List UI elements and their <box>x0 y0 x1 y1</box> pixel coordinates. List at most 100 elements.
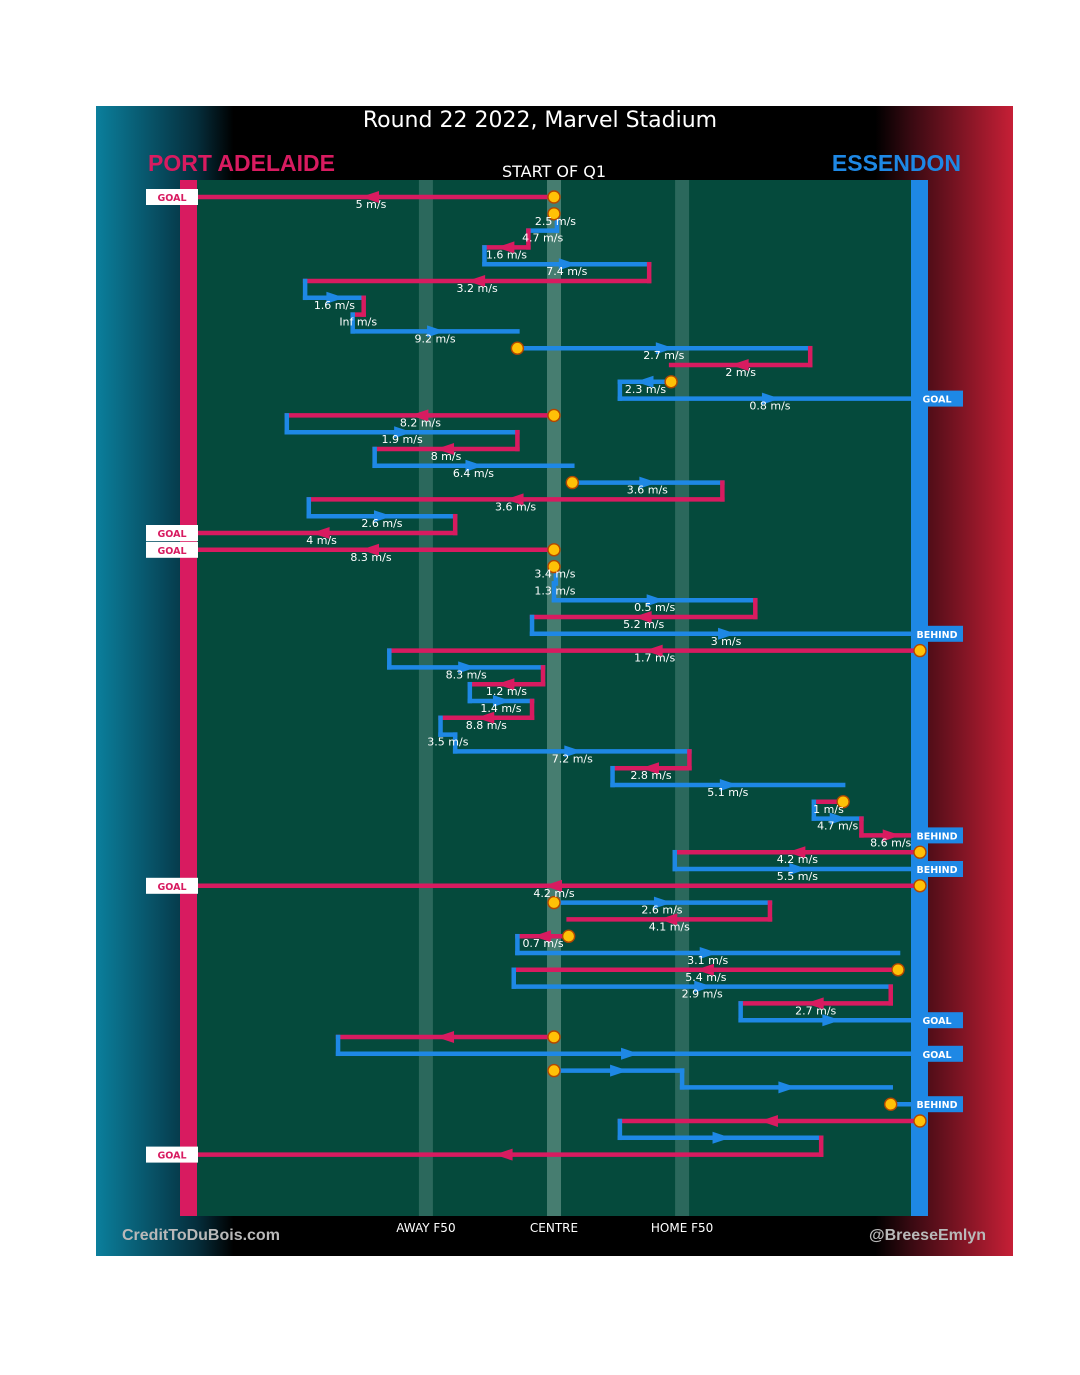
stoppage-marker <box>891 963 905 977</box>
direction-arrow <box>496 678 515 691</box>
speed-label: 1.7 m/s <box>634 652 675 665</box>
direction-arrow <box>822 1014 841 1027</box>
end-badge <box>911 1012 963 1029</box>
speed-label: 3.1 m/s <box>687 954 728 967</box>
reference-band <box>418 180 433 1216</box>
x-tick-label: AWAY F50 <box>396 1221 455 1235</box>
speed-label: 7.2 m/s <box>552 752 593 765</box>
direction-arrow <box>633 611 652 623</box>
speed-label: 1.6 m/s <box>314 299 355 312</box>
end-badge-label: BEHIND <box>916 865 957 876</box>
reference-band <box>675 180 690 1216</box>
direction-arrow <box>787 846 806 859</box>
speed-label: 2.7 m/s <box>643 349 684 362</box>
direction-arrow <box>436 1031 455 1043</box>
direction-arrow <box>759 1115 778 1127</box>
direction-arrow <box>719 779 738 791</box>
speed-label: 2 m/s <box>725 366 756 379</box>
speed-label: 3.5 m/s <box>427 736 468 749</box>
stoppage-marker <box>565 475 579 490</box>
stoppage-marker <box>510 341 525 355</box>
end-badge-label: GOAL <box>157 193 186 204</box>
credit-left: CreditToDuBois.com <box>122 1227 280 1244</box>
stoppage-marker <box>913 879 927 893</box>
direction-arrow <box>882 829 901 842</box>
end-badge-label: BEHIND <box>916 1100 957 1111</box>
direction-arrow <box>621 1047 640 1060</box>
end-badge-label: BEHIND <box>916 831 957 842</box>
end-badge <box>146 189 198 205</box>
x-tick-label: HOME F50 <box>651 1221 713 1235</box>
speed-label: 4.7 m/s <box>522 232 563 245</box>
stoppage-marker <box>547 895 561 910</box>
direction-arrow <box>655 342 674 355</box>
speed-label: 5.4 m/s <box>685 971 726 984</box>
arrows <box>311 191 901 1161</box>
stoppage-marker <box>547 1030 561 1044</box>
speed-label: 8 m/s <box>431 450 462 463</box>
direction-arrow <box>695 963 714 976</box>
home-team-name: PORT ADELAIDE <box>148 150 335 176</box>
speed-label: 5.1 m/s <box>707 786 748 799</box>
stoppage-marker <box>547 559 561 574</box>
end-badge <box>146 877 198 894</box>
direction-arrow <box>494 1148 513 1161</box>
speed-label: 0.7 m/s <box>522 937 563 950</box>
direction-arrow <box>311 527 330 539</box>
direction-arrow <box>496 241 515 254</box>
away-team-name: ESSENDON <box>831 150 961 176</box>
quarter-label: START OF Q1 <box>501 162 607 181</box>
speed-label: 4.7 m/s <box>817 820 858 833</box>
speed-label: 3 m/s <box>711 635 742 648</box>
direction-arrow <box>544 879 562 892</box>
end-badge <box>146 541 198 558</box>
direction-arrow <box>361 191 379 203</box>
speed-label: 5 m/s <box>356 198 387 211</box>
speed-label: 1.4 m/s <box>480 702 521 715</box>
direction-arrow <box>639 476 658 489</box>
direction-arrow <box>640 762 659 775</box>
direction-arrow <box>610 1064 629 1077</box>
end-badge <box>911 625 963 642</box>
speed-label: 4.2 m/s <box>533 887 574 900</box>
stoppage-marker <box>547 408 561 423</box>
speed-label: 9.2 m/s <box>414 332 455 345</box>
direction-arrow <box>558 258 577 271</box>
stoppage-marker <box>547 190 561 204</box>
direction-arrow <box>326 291 345 304</box>
speed-label: 3.6 m/s <box>495 500 536 513</box>
stoppage-marker <box>913 1114 927 1128</box>
speed-label: 1.3 m/s <box>534 584 575 597</box>
labels: 5 m/s GOAL 2.5 m/s 4.7 m/s 1.6 m/s 7.4 m/s 3.2… <box>146 189 963 1163</box>
end-badge-label: GOAL <box>157 1151 186 1162</box>
x-tick-label: CENTRE <box>530 1221 578 1235</box>
speed-label: 2.6 m/s <box>361 517 402 530</box>
direction-arrow <box>394 426 413 439</box>
direction-arrow <box>699 947 718 959</box>
speed-label: 1.9 m/s <box>382 433 423 446</box>
stoppage-marker <box>913 643 927 658</box>
end-badge <box>911 1096 963 1113</box>
speed-label: 2.8 m/s <box>630 769 671 782</box>
speed-label: 5.5 m/s <box>777 870 818 883</box>
speed-label: 8.8 m/s <box>466 719 507 732</box>
end-badge <box>911 390 963 407</box>
speed-label: 1.2 m/s <box>486 685 527 698</box>
direction-arrow <box>564 745 583 758</box>
speed-label: 8.3 m/s <box>446 668 487 681</box>
direction-arrow <box>805 997 824 1010</box>
speed-label: 2.5 m/s <box>535 215 576 228</box>
end-badge <box>911 861 963 877</box>
stoppage-marker <box>836 795 850 809</box>
reference-band <box>547 180 561 1216</box>
end-badge <box>911 827 963 844</box>
chart-title: Round 22 2022, Marvel Stadium <box>362 108 718 133</box>
speed-label: 4.2 m/s <box>777 853 818 866</box>
end-badge-label: GOAL <box>922 395 951 406</box>
direction-arrow <box>694 980 713 993</box>
speed-label: 3.6 m/s <box>627 484 668 497</box>
end-badge <box>146 525 198 541</box>
speed-label: 8.3 m/s <box>350 551 391 564</box>
direction-arrow <box>761 392 780 405</box>
direction-arrow <box>410 409 429 422</box>
